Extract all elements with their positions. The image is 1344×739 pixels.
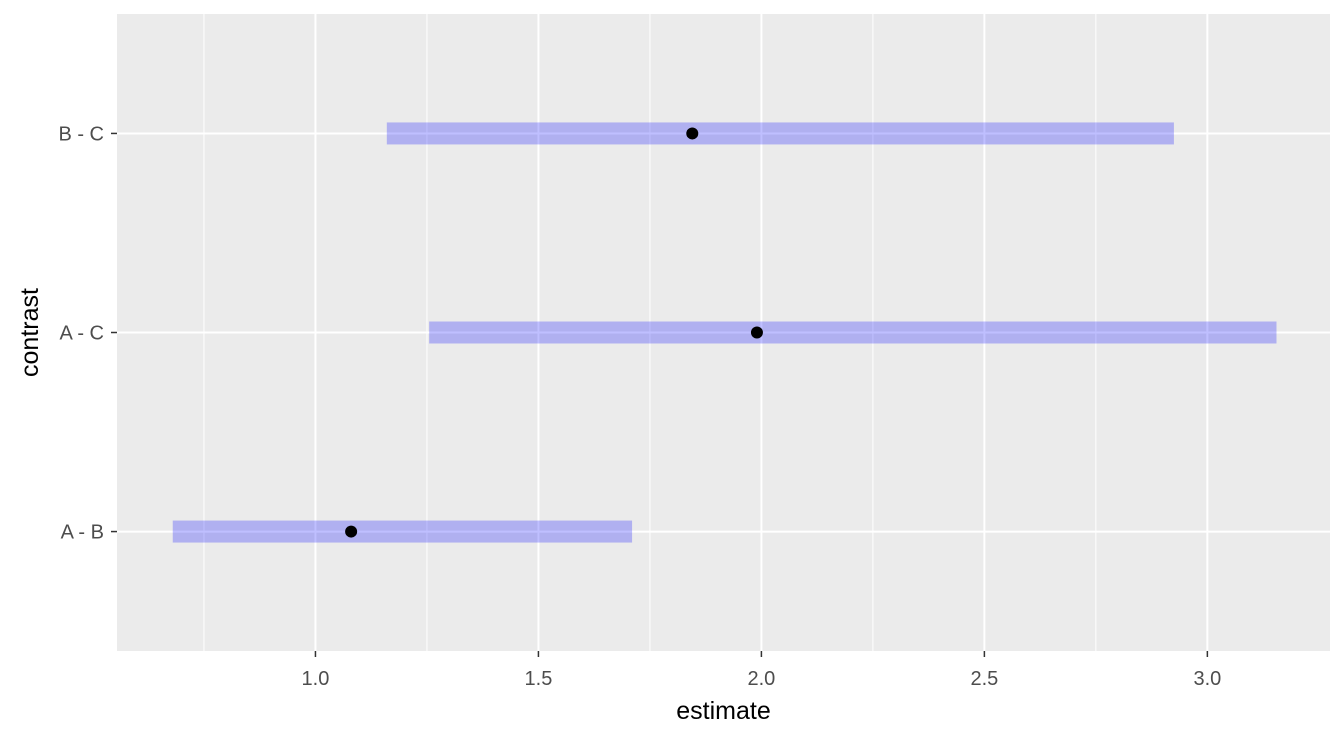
y-tick-label: B - C: [58, 123, 104, 145]
x-tick-label: 1.5: [525, 668, 553, 690]
x-tick-label: 2.0: [748, 668, 776, 690]
y-axis: A - B A - C B - C: [58, 123, 117, 544]
estimate-point: [750, 326, 763, 339]
x-axis-title: estimate: [676, 697, 770, 725]
major-gridlines: [117, 14, 1330, 651]
confidence-intervals: [172, 122, 1277, 543]
estimate-point: [345, 525, 358, 538]
x-axis: 1.0 1.5 2.0 2.5 3.0: [302, 651, 1221, 690]
interval-bar: [429, 321, 1277, 344]
x-tick-label: 1.0: [302, 668, 330, 690]
estimate-points: [345, 127, 763, 538]
estimate-point: [686, 127, 699, 140]
y-tick-label: A - C: [60, 323, 104, 345]
y-axis-title: contrast: [16, 288, 44, 377]
interval-bar: [386, 122, 1174, 145]
interval-bar: [172, 520, 633, 543]
y-tick-label: A - B: [61, 522, 104, 544]
x-tick-label: 3.0: [1193, 668, 1221, 690]
x-tick-label: 2.5: [970, 668, 998, 690]
